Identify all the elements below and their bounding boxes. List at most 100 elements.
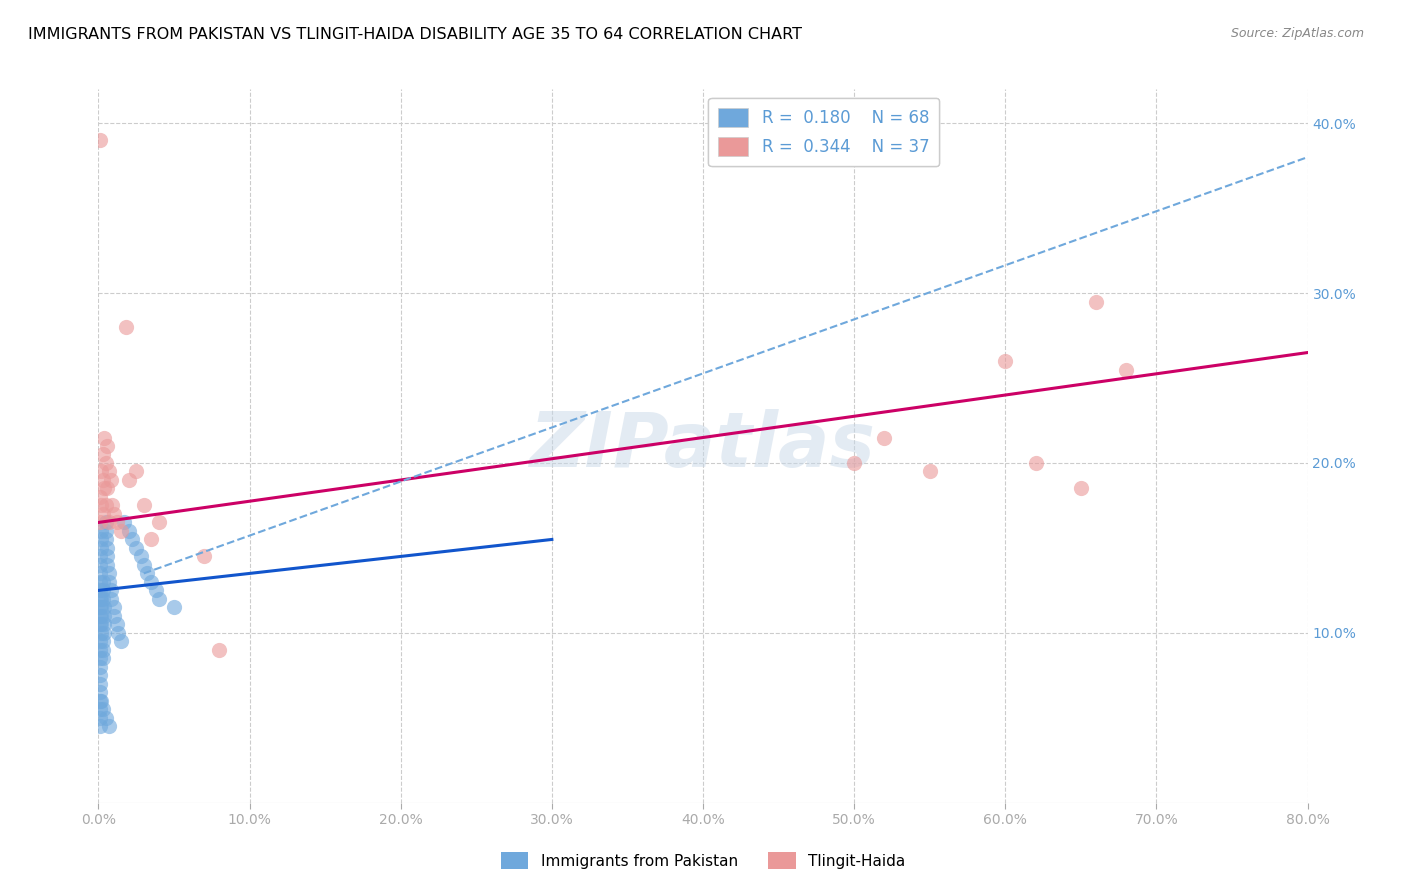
Point (89, 608, 111, 623)
Text: Source: ZipAtlas.com: Source: ZipAtlas.com (1230, 27, 1364, 40)
Point (94, 533, 117, 547)
Point (98, 566, 121, 581)
Point (89, 702, 111, 716)
Point (89, 685, 111, 699)
Point (89, 694, 111, 708)
Legend: R =  0.180    N = 68, R =  0.344    N = 37: R = 0.180 N = 68, R = 0.344 N = 37 (709, 97, 939, 166)
Point (93, 608, 115, 623)
Point (96, 541, 118, 555)
Point (132, 558, 155, 572)
Point (89, 558, 111, 572)
Point (93, 626, 115, 640)
Point (89, 677, 111, 691)
Point (103, 608, 125, 623)
Point (89, 668, 111, 682)
Point (89, 549, 111, 564)
Point (94, 499, 117, 513)
Point (98, 719, 121, 733)
Point (110, 524, 132, 538)
Point (90, 533, 112, 547)
Point (98, 465, 121, 479)
Point (94, 711, 117, 725)
Point (93, 600, 115, 615)
Point (89, 651, 111, 665)
Point (121, 533, 143, 547)
Point (91, 651, 114, 665)
Point (96, 558, 118, 572)
Point (141, 574, 163, 589)
Point (101, 499, 124, 513)
Point (110, 634, 132, 648)
Point (89, 566, 111, 581)
Point (135, 566, 157, 581)
Point (89, 490, 111, 504)
Point (90, 608, 112, 623)
Point (103, 507, 125, 521)
Point (94, 524, 117, 538)
Point (90, 541, 112, 555)
Point (208, 643, 231, 657)
Point (98, 574, 121, 589)
Point (89, 591, 111, 606)
Point (93, 482, 115, 496)
Point (96, 439, 118, 453)
Point (125, 465, 148, 479)
Point (105, 617, 128, 632)
Point (163, 600, 186, 615)
Point (1070, 482, 1092, 496)
Point (91, 583, 114, 598)
Point (90, 524, 112, 538)
Point (90, 499, 112, 513)
Point (91, 574, 114, 589)
Point (91, 507, 114, 521)
Point (145, 583, 167, 598)
Point (141, 533, 163, 547)
Legend: Immigrants from Pakistan, Tlingit-Haida: Immigrants from Pakistan, Tlingit-Haida (495, 846, 911, 875)
Point (90, 465, 112, 479)
Point (193, 549, 215, 564)
Point (96, 549, 118, 564)
Point (100, 591, 122, 606)
Point (98, 516, 121, 530)
Point (91, 473, 114, 487)
Point (118, 473, 141, 487)
Point (1115, 362, 1137, 376)
Point (100, 583, 122, 598)
Point (148, 516, 170, 530)
Point (89, 617, 111, 632)
Point (1024, 456, 1046, 470)
Point (93, 430, 115, 444)
Point (89, 516, 111, 530)
Point (89, 719, 111, 733)
Point (89, 600, 111, 615)
Point (89, 711, 111, 725)
Point (873, 430, 896, 444)
Point (91, 702, 114, 716)
Point (89, 574, 111, 589)
Point (90, 591, 112, 606)
Point (100, 473, 122, 487)
Point (89, 660, 111, 674)
Point (90, 617, 112, 632)
Point (90, 694, 112, 708)
Point (918, 465, 941, 479)
Point (91, 643, 114, 657)
Point (89, 643, 111, 657)
Point (89, 583, 111, 598)
Point (89, 634, 111, 648)
Point (91, 591, 114, 606)
Point (148, 591, 170, 606)
Point (118, 524, 141, 538)
Point (91, 448, 114, 462)
Point (994, 354, 1017, 368)
Point (125, 541, 148, 555)
Point (105, 516, 128, 530)
Point (114, 320, 136, 334)
Point (107, 626, 129, 640)
Point (132, 499, 155, 513)
Point (1085, 294, 1108, 309)
Point (844, 456, 866, 470)
Text: IMMIGRANTS FROM PAKISTAN VS TLINGIT-HAIDA DISABILITY AGE 35 TO 64 CORRELATION CH: IMMIGRANTS FROM PAKISTAN VS TLINGIT-HAID… (28, 27, 801, 42)
Point (96, 482, 118, 496)
Point (89, 133, 111, 147)
